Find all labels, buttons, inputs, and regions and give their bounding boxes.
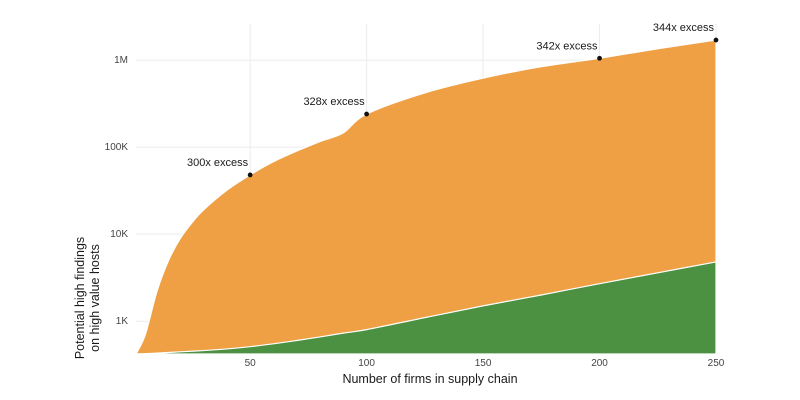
x-tick-label: 50	[245, 358, 257, 369]
series-total-area	[135, 39, 717, 355]
x-axis-title: Number of firms in supply chain	[342, 372, 517, 386]
axes: Number of firms in supply chain Potentia…	[73, 55, 725, 386]
annotation-label: 342x excess	[536, 40, 598, 52]
x-tick-label: 250	[708, 358, 725, 369]
annotations: 300x excess 328x excess 342x excess 344x ex…	[187, 22, 719, 178]
annotation-point	[247, 172, 253, 178]
annotation-point	[713, 37, 719, 43]
annotation-label: 300x excess	[187, 157, 249, 169]
annotation-label: 344x excess	[653, 22, 715, 34]
y-axis-title-line-1: Potential high findings	[73, 237, 87, 359]
annotation-point	[364, 111, 370, 117]
x-tick-label: 100	[358, 358, 375, 369]
y-tick-label: 1K	[116, 316, 129, 327]
annotation-point	[597, 55, 602, 61]
y-axis-title-line-2: on high value hosts	[88, 244, 102, 352]
x-tick-label: 150	[475, 358, 492, 369]
y-tick-label: 10K	[110, 229, 128, 240]
annotation-label: 328x excess	[303, 96, 365, 108]
x-tick-label: 200	[591, 358, 608, 369]
y-tick-label: 1M	[114, 55, 128, 66]
series-baseline-area	[135, 261, 717, 355]
plot-area	[135, 39, 717, 355]
y-axis-title: Potential high findings on high value ho…	[73, 237, 102, 359]
y-tick-label: 100K	[105, 142, 129, 153]
